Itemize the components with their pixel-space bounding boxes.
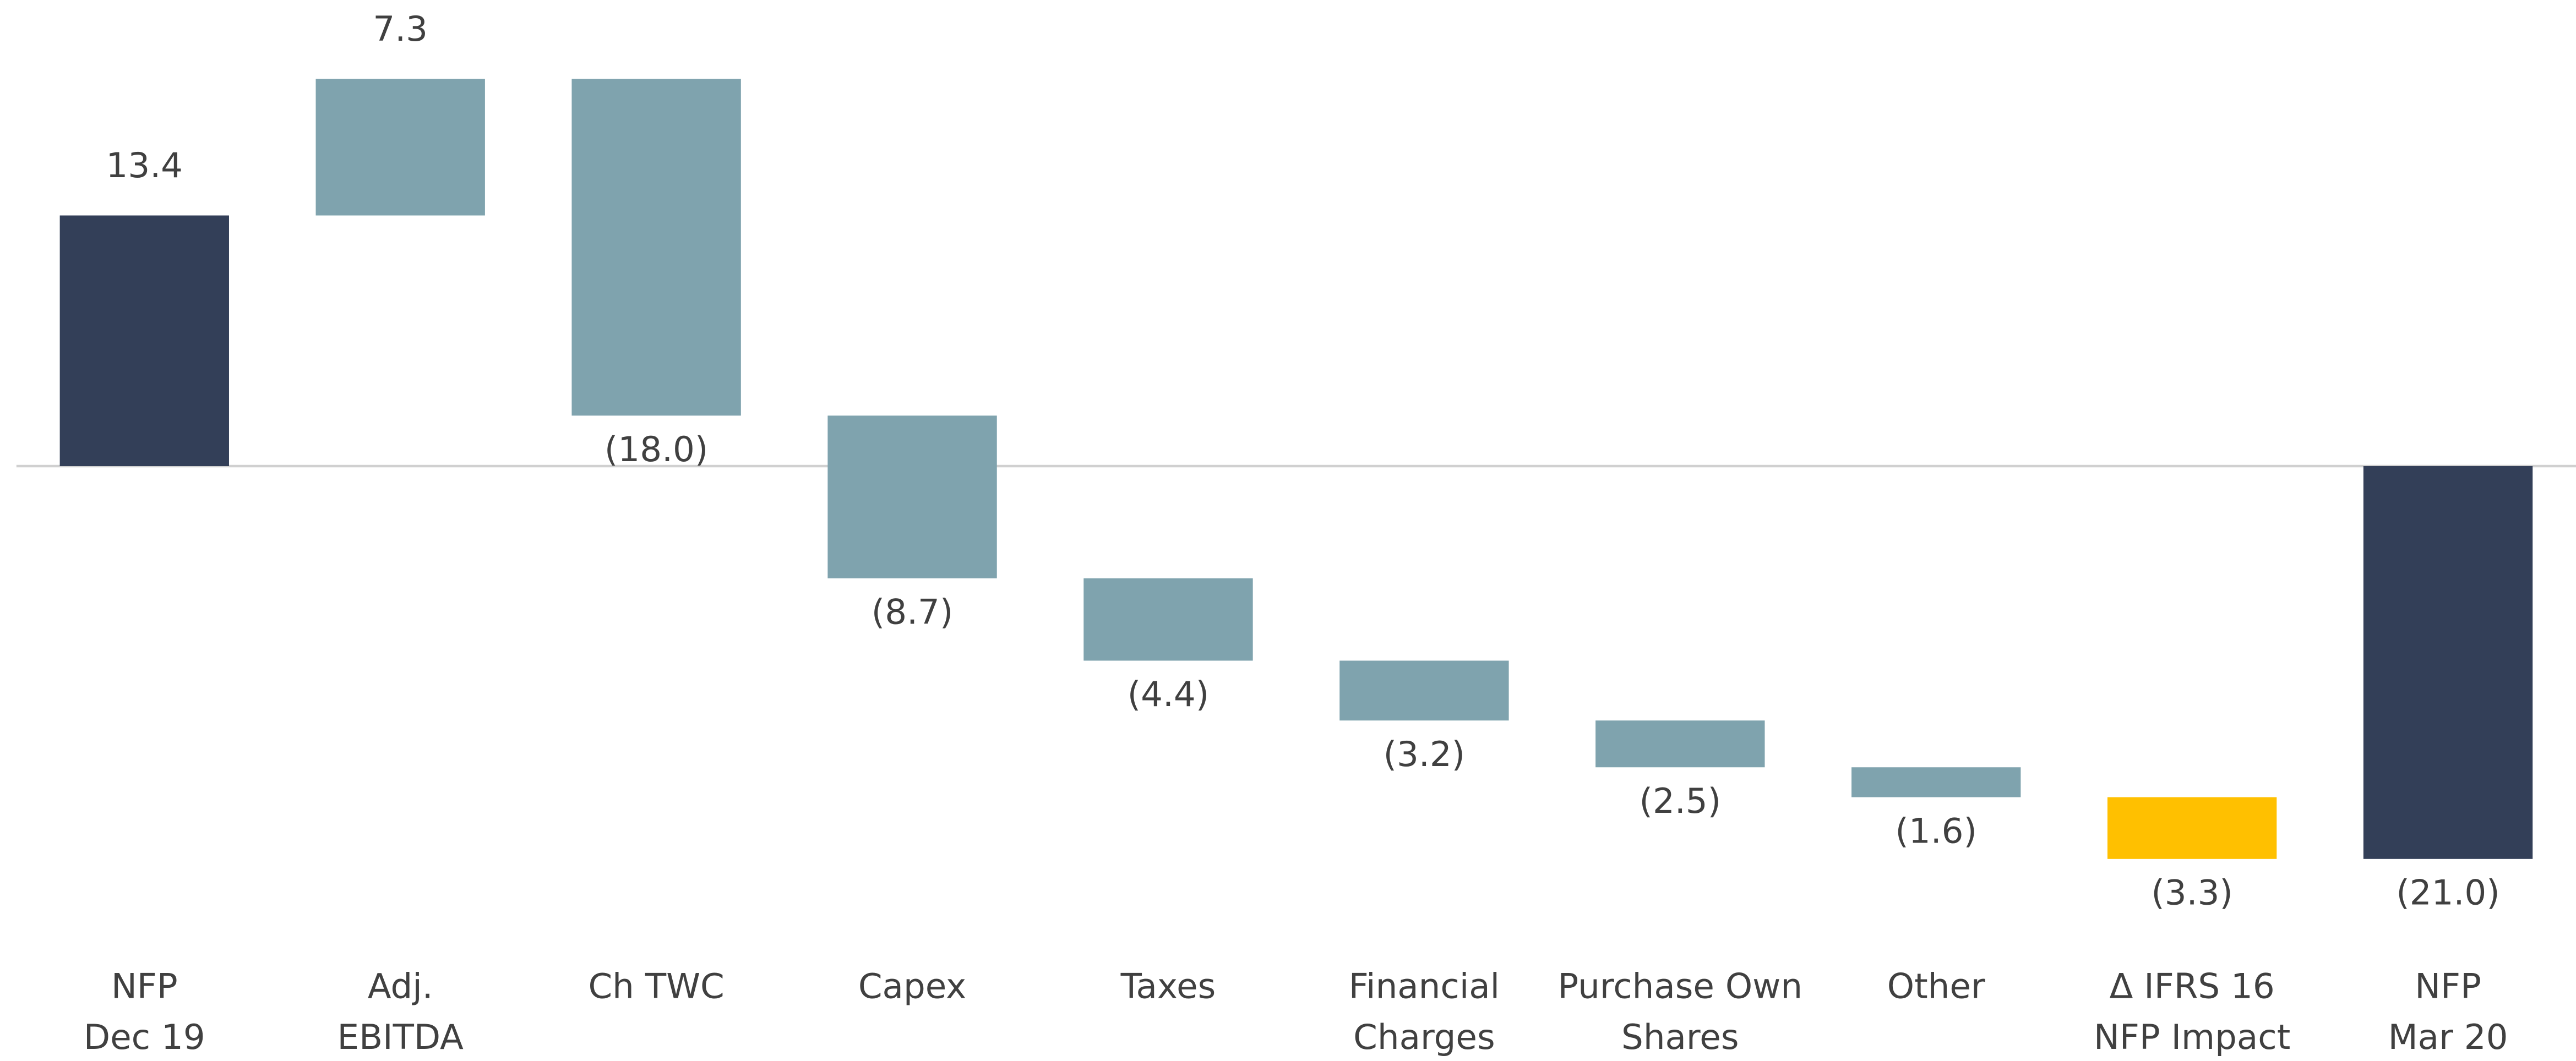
bar: [1083, 578, 1253, 661]
x-tick-label: Adj.: [368, 966, 433, 1007]
x-tick-label: Purchase Own: [1557, 966, 1802, 1007]
value-label: (18.0): [604, 429, 708, 469]
bar: [827, 415, 997, 578]
x-tick-label: NFP: [111, 966, 178, 1007]
value-label: (21.0): [2396, 873, 2499, 913]
value-label: (2.5): [1640, 781, 1722, 821]
x-tick-label: Taxes: [1120, 966, 1216, 1007]
value-label: (4.4): [1128, 674, 1210, 714]
bar: [571, 79, 741, 416]
x-tick-label: Shares: [1621, 1017, 1739, 1057]
value-label: (8.7): [872, 592, 954, 632]
value-label: 13.4: [106, 145, 183, 185]
x-tick-label: Charges: [1353, 1017, 1495, 1057]
x-tick-label: Δ IFRS 16: [2110, 966, 2275, 1007]
x-tick-label: Ch TWC: [588, 966, 724, 1007]
x-tick-label: NFP Impact: [2094, 1017, 2290, 1057]
x-tick-label: Financial: [1349, 966, 1500, 1007]
bar: [2107, 797, 2277, 859]
bar: [1851, 767, 2021, 797]
bar: [315, 79, 485, 216]
bar: [1339, 660, 1509, 721]
bar: [59, 215, 229, 466]
x-tick-label: Mar 20: [2388, 1017, 2508, 1057]
value-label: (3.3): [2151, 873, 2233, 913]
x-tick-label: Other: [1887, 966, 1985, 1007]
x-tick-label: EBITDA: [337, 1017, 464, 1057]
bar: [1595, 720, 1765, 768]
value-label: (3.2): [1384, 734, 1466, 774]
x-tick-label: Capex: [858, 966, 966, 1007]
value-label: 7.3: [373, 9, 428, 49]
x-tick-label: Dec 19: [84, 1017, 205, 1057]
x-tick-label: NFP: [2415, 966, 2481, 1007]
bar: [2363, 466, 2533, 859]
value-label: (1.6): [1895, 811, 1977, 851]
